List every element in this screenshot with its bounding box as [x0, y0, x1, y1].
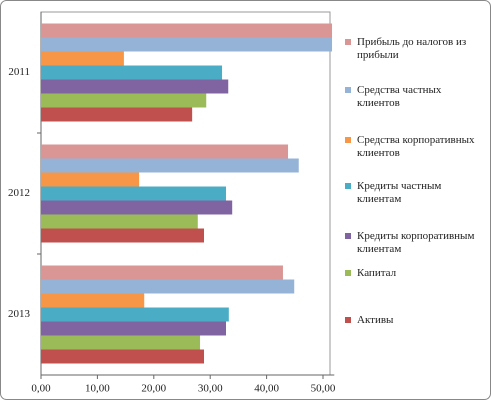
bar [41, 293, 145, 308]
bar [41, 51, 124, 66]
bar [41, 65, 223, 80]
x-tick-label: 40,00 [254, 383, 279, 395]
bar [41, 158, 299, 173]
bar [41, 349, 204, 364]
bar [41, 307, 229, 322]
x-tick-label: 50,00 [311, 383, 336, 395]
bar [41, 335, 201, 350]
bar [41, 144, 289, 159]
x-tick-label: 0,00 [31, 383, 51, 395]
bar [41, 79, 229, 94]
bar [41, 172, 140, 187]
bar [41, 200, 233, 215]
x-tick-label: 20,00 [141, 383, 166, 395]
bar [41, 279, 295, 294]
legend-swatch [345, 233, 351, 239]
legend-swatch [345, 317, 351, 323]
legend-swatch [345, 87, 351, 93]
legend-label: Средства частных клиентов [357, 84, 442, 109]
bar [41, 228, 204, 243]
y-tick-label: 2011 [8, 66, 30, 78]
bar [41, 265, 283, 280]
y-tick-label: 2012 [8, 187, 30, 199]
bar [41, 186, 226, 201]
legend-label: Средства корпоративных клиентов [357, 134, 475, 159]
legend-swatch [345, 183, 351, 189]
bar [41, 214, 198, 229]
bar [41, 37, 333, 52]
bar [41, 93, 207, 108]
legend-label: Капитал [357, 267, 397, 279]
legend-swatch [345, 137, 351, 143]
legend-swatch [345, 39, 351, 45]
legend-label: Прибыль до налогов из прибыли [357, 36, 466, 61]
x-tick-label: 30,00 [198, 383, 223, 395]
legend-label: Активы [357, 314, 394, 326]
y-tick-label: 2013 [8, 308, 31, 320]
bar [41, 321, 226, 336]
x-tick-label: 10,00 [85, 383, 110, 395]
bar [41, 107, 193, 122]
legend-swatch [345, 270, 351, 276]
bar [41, 23, 333, 38]
legend-label: Кредиты частным клиентам [357, 180, 441, 205]
legend-label: Кредиты корпоративным клиентам [357, 230, 474, 255]
